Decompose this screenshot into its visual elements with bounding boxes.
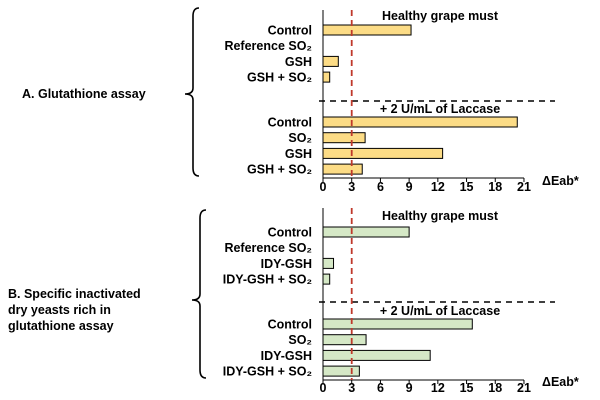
x-tick-label: 12 xyxy=(431,180,445,194)
x-axis-label: ΔEab* xyxy=(542,174,579,188)
x-tick-label: 0 xyxy=(320,381,327,395)
category-label-so: SO₂ xyxy=(288,131,312,145)
category-label-so: SO₂ xyxy=(288,333,312,347)
group-header: + 2 U/mL of Laccase xyxy=(380,304,500,318)
bar-gsh-so xyxy=(322,163,363,175)
panel-label-line: B. Specific inactivated xyxy=(8,287,141,301)
category-label-gsh-so: GSH + SO₂ xyxy=(247,71,312,85)
group-header: Healthy grape must xyxy=(382,209,499,223)
brace xyxy=(191,209,207,379)
panel-label-line: glutathione assay xyxy=(8,319,114,333)
category-label-reference-so: Reference SO₂ xyxy=(224,39,312,53)
x-tick-label: 9 xyxy=(406,381,413,395)
x-tick-label: 3 xyxy=(348,180,355,194)
x-tick-label: 21 xyxy=(517,381,531,395)
category-label-gsh: GSH xyxy=(285,55,312,69)
x-tick-label: 9 xyxy=(406,180,413,194)
x-tick-label: 15 xyxy=(460,180,474,194)
bar-so xyxy=(322,132,366,144)
x-tick-label: 21 xyxy=(517,180,531,194)
category-label-control: Control xyxy=(268,318,312,332)
bar-idy-gsh-so xyxy=(322,365,360,377)
bar-idy-gsh xyxy=(322,257,335,269)
category-label-control: Control xyxy=(268,24,312,38)
bar-idy-gsh-so xyxy=(322,273,331,285)
x-axis-label: ΔEab* xyxy=(542,375,579,389)
x-tick-label: 6 xyxy=(377,381,384,395)
category-label-idy-gsh-so: IDY-GSH + SO₂ xyxy=(223,365,312,379)
bar-control xyxy=(322,24,412,36)
bar-control xyxy=(322,226,410,238)
x-tick-label: 18 xyxy=(488,180,502,194)
bar-control xyxy=(322,318,473,330)
bar-gsh xyxy=(322,147,444,159)
x-tick-label: 6 xyxy=(377,180,384,194)
category-label-gsh-so: GSH + SO₂ xyxy=(247,163,312,177)
panel-label-line: dry yeasts rich in xyxy=(8,303,111,317)
category-label-gsh: GSH xyxy=(285,147,312,161)
category-label-control: Control xyxy=(268,226,312,240)
category-label-reference-so: Reference SO₂ xyxy=(224,241,312,255)
group-header: Healthy grape must xyxy=(382,9,499,23)
bar-so xyxy=(322,334,367,346)
x-tick-label: 0 xyxy=(320,180,327,194)
category-label-idy-gsh: IDY-GSH xyxy=(261,349,312,363)
category-label-idy-gsh-so: IDY-GSH + SO₂ xyxy=(223,273,312,287)
x-tick-label: 15 xyxy=(460,381,474,395)
category-label-control: Control xyxy=(268,116,312,130)
brace xyxy=(184,7,200,177)
x-tick-label: 3 xyxy=(348,381,355,395)
bar-idy-gsh xyxy=(322,349,431,361)
x-tick-label: 12 xyxy=(431,381,445,395)
group-header: + 2 U/mL of Laccase xyxy=(380,102,500,116)
category-label-idy-gsh: IDY-GSH xyxy=(261,257,312,271)
bar-gsh-so xyxy=(322,71,331,83)
panel-label-line: A. Glutathione assay xyxy=(22,87,146,101)
bar-gsh xyxy=(322,55,339,67)
bar-control xyxy=(322,116,518,128)
x-tick-label: 18 xyxy=(488,381,502,395)
